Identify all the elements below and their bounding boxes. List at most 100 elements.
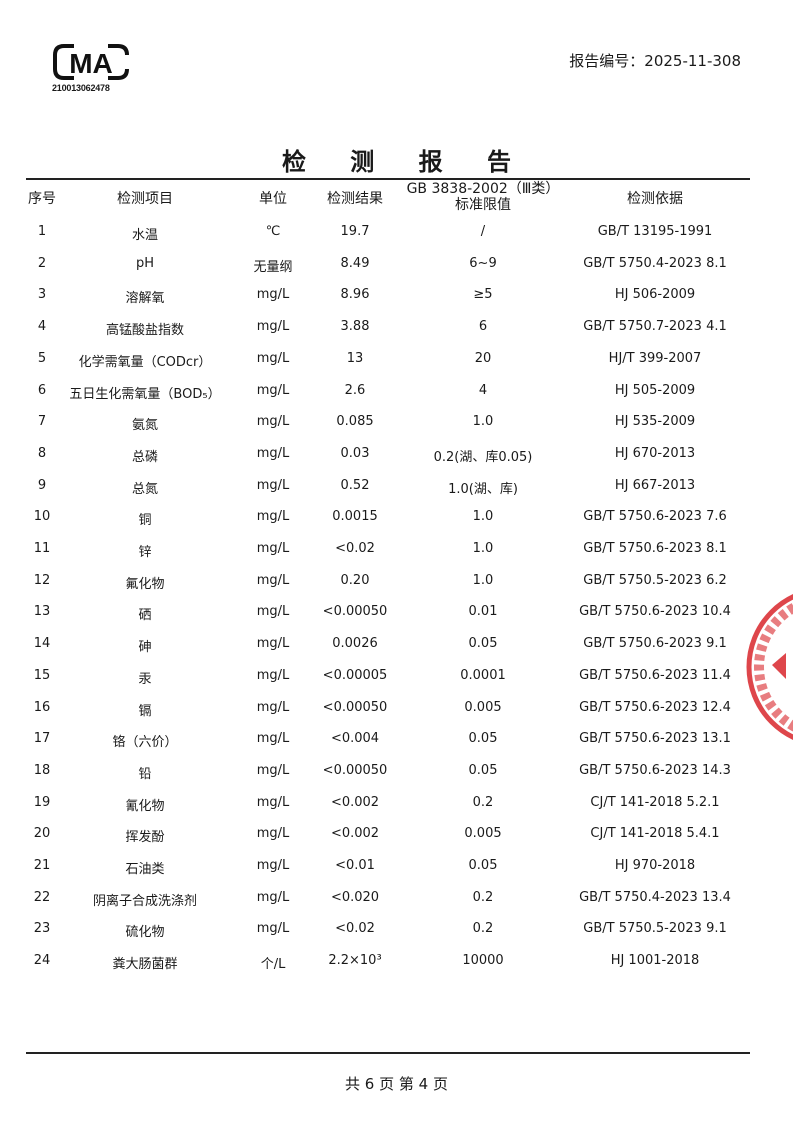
cell-unit: mg/L xyxy=(256,794,290,810)
cell-unit: 个/L xyxy=(260,957,286,973)
cell-result: <0.020 xyxy=(330,889,380,905)
cell-method: GB/T 5750.5-2023 9.1 xyxy=(583,921,727,937)
cell-seq: 21 xyxy=(33,858,51,873)
cell-item: 五日生化需氧量（BOD₅） xyxy=(69,386,221,402)
cell-method: GB/T 5750.6-2023 9.1 xyxy=(583,636,727,652)
cell-result: 19.7 xyxy=(340,224,370,239)
cell-limit: 0.005 xyxy=(464,826,502,842)
cell-method: GB/T 5750.5-2023 6.2 xyxy=(583,572,727,588)
cell-seq: 8 xyxy=(37,445,47,461)
svg-text:MA: MA xyxy=(69,48,113,79)
cell-method: HJ 505-2009 xyxy=(614,382,696,398)
cell-method: HJ 1001-2018 xyxy=(610,953,700,969)
cma-logo: MA 210013062478 xyxy=(52,42,132,93)
cell-seq: 9 xyxy=(37,477,47,493)
cell-item: 总氮 xyxy=(131,481,159,497)
cell-method: HJ/T 399-2007 xyxy=(608,350,702,366)
cell-item: 阴离子合成洗涤剂 xyxy=(92,893,198,909)
cell-item: 镉 xyxy=(138,703,152,719)
cell-method: HJ 670-2013 xyxy=(614,445,696,461)
cell-item: pH xyxy=(135,255,155,271)
cell-method: GB/T 5750.7-2023 4.1 xyxy=(583,319,727,335)
cell-result: 0.03 xyxy=(340,445,370,461)
cell-item: 铜 xyxy=(138,513,152,529)
cell-limit: 0.2 xyxy=(472,794,494,810)
cell-item: 铬（六价） xyxy=(112,735,178,751)
cell-result: 0.52 xyxy=(340,477,370,493)
report-number: 报告编号：2025-11-308 xyxy=(569,52,741,70)
page-title: 检 测 报 告 xyxy=(281,148,530,176)
cell-seq: 4 xyxy=(37,319,47,335)
cell-unit: mg/L xyxy=(256,541,290,556)
cell-item: 粪大肠菌群 xyxy=(112,957,178,973)
cell-seq: 3 xyxy=(37,287,47,303)
cell-seq: 12 xyxy=(33,572,51,588)
cell-result: <0.02 xyxy=(335,541,375,556)
cma-number: 210013062478 xyxy=(52,83,110,93)
cell-item: 硫化物 xyxy=(125,925,165,941)
cell-method: GB/T 5750.4-2023 13.4 xyxy=(579,889,731,905)
cell-result: 2.6 xyxy=(344,382,366,398)
top-rule xyxy=(26,178,750,180)
cell-seq: 19 xyxy=(33,794,51,810)
cell-unit: mg/L xyxy=(256,287,290,303)
cell-result: 0.0026 xyxy=(332,636,378,652)
cell-seq: 11 xyxy=(33,541,51,556)
cell-item: 氨氮 xyxy=(131,418,159,434)
cell-seq: 14 xyxy=(33,636,51,652)
column-header-unit: 单位 xyxy=(259,191,287,207)
cell-seq: 2 xyxy=(37,255,47,271)
limit-header-line1: GB 3838-2002（Ⅲ类） xyxy=(406,181,560,197)
cell-limit: 1.0(湖、库) xyxy=(448,481,518,497)
cell-unit: mg/L xyxy=(256,826,290,842)
cell-method: GB/T 5750.4-2023 8.1 xyxy=(583,255,727,271)
cell-seq: 20 xyxy=(33,826,51,842)
cell-unit: ℃ xyxy=(265,224,281,239)
cell-item: 氰化物 xyxy=(125,798,165,814)
cell-item: 水温 xyxy=(131,228,159,243)
cell-unit: mg/L xyxy=(256,889,290,905)
cell-result: 2.2×10³ xyxy=(328,953,382,969)
cell-item: 锌 xyxy=(138,545,152,560)
cell-unit: mg/L xyxy=(256,921,290,937)
cell-limit: 1.0 xyxy=(472,509,494,525)
cell-result: 0.20 xyxy=(340,572,370,588)
cell-limit: 0.2 xyxy=(472,921,494,937)
cell-limit: 1.0 xyxy=(472,541,494,556)
cell-unit: mg/L xyxy=(256,731,290,747)
cell-item: 砷 xyxy=(138,640,152,656)
cell-unit: mg/L xyxy=(256,477,290,493)
cell-result: <0.004 xyxy=(330,731,380,747)
cell-method: GB/T 13195-1991 xyxy=(597,224,713,239)
cell-seq: 7 xyxy=(37,414,47,430)
cell-limit: 0.05 xyxy=(468,636,498,652)
cma-logo-mark: MA xyxy=(53,44,129,80)
cell-unit: mg/L xyxy=(256,509,290,525)
cell-limit: 0.005 xyxy=(464,699,502,715)
cell-unit: mg/L xyxy=(256,699,290,715)
cell-result: <0.02 xyxy=(335,921,375,937)
column-header-result: 检测结果 xyxy=(327,191,383,207)
column-header-item: 检测项目 xyxy=(117,191,173,207)
cell-seq: 10 xyxy=(33,509,51,525)
page-footer: 共 6 页 第 4 页 xyxy=(345,1075,448,1093)
cell-item: 铅 xyxy=(138,766,152,782)
cell-limit: 0.05 xyxy=(468,731,498,747)
cell-method: GB/T 5750.6-2023 13.1 xyxy=(579,731,731,747)
cell-seq: 1 xyxy=(37,224,47,239)
cell-limit: 6~9 xyxy=(469,255,497,271)
cell-method: GB/T 5750.6-2023 14.3 xyxy=(579,762,731,778)
cell-item: 溶解氧 xyxy=(125,291,165,307)
limit-header-line2: 标准限值 xyxy=(455,197,511,213)
cell-seq: 15 xyxy=(33,667,51,683)
cell-method: GB/T 5750.6-2023 11.4 xyxy=(579,667,731,683)
cell-limit: 0.0001 xyxy=(460,667,506,683)
cell-unit: mg/L xyxy=(256,636,290,652)
cell-limit: 0.2 xyxy=(472,889,494,905)
cell-seq: 16 xyxy=(33,699,51,715)
cell-result: 3.88 xyxy=(340,319,370,335)
cell-method: HJ 970-2018 xyxy=(614,858,696,873)
cell-result: <0.002 xyxy=(330,794,380,810)
cell-method: HJ 506-2009 xyxy=(614,287,696,303)
cell-unit: mg/L xyxy=(256,350,290,366)
